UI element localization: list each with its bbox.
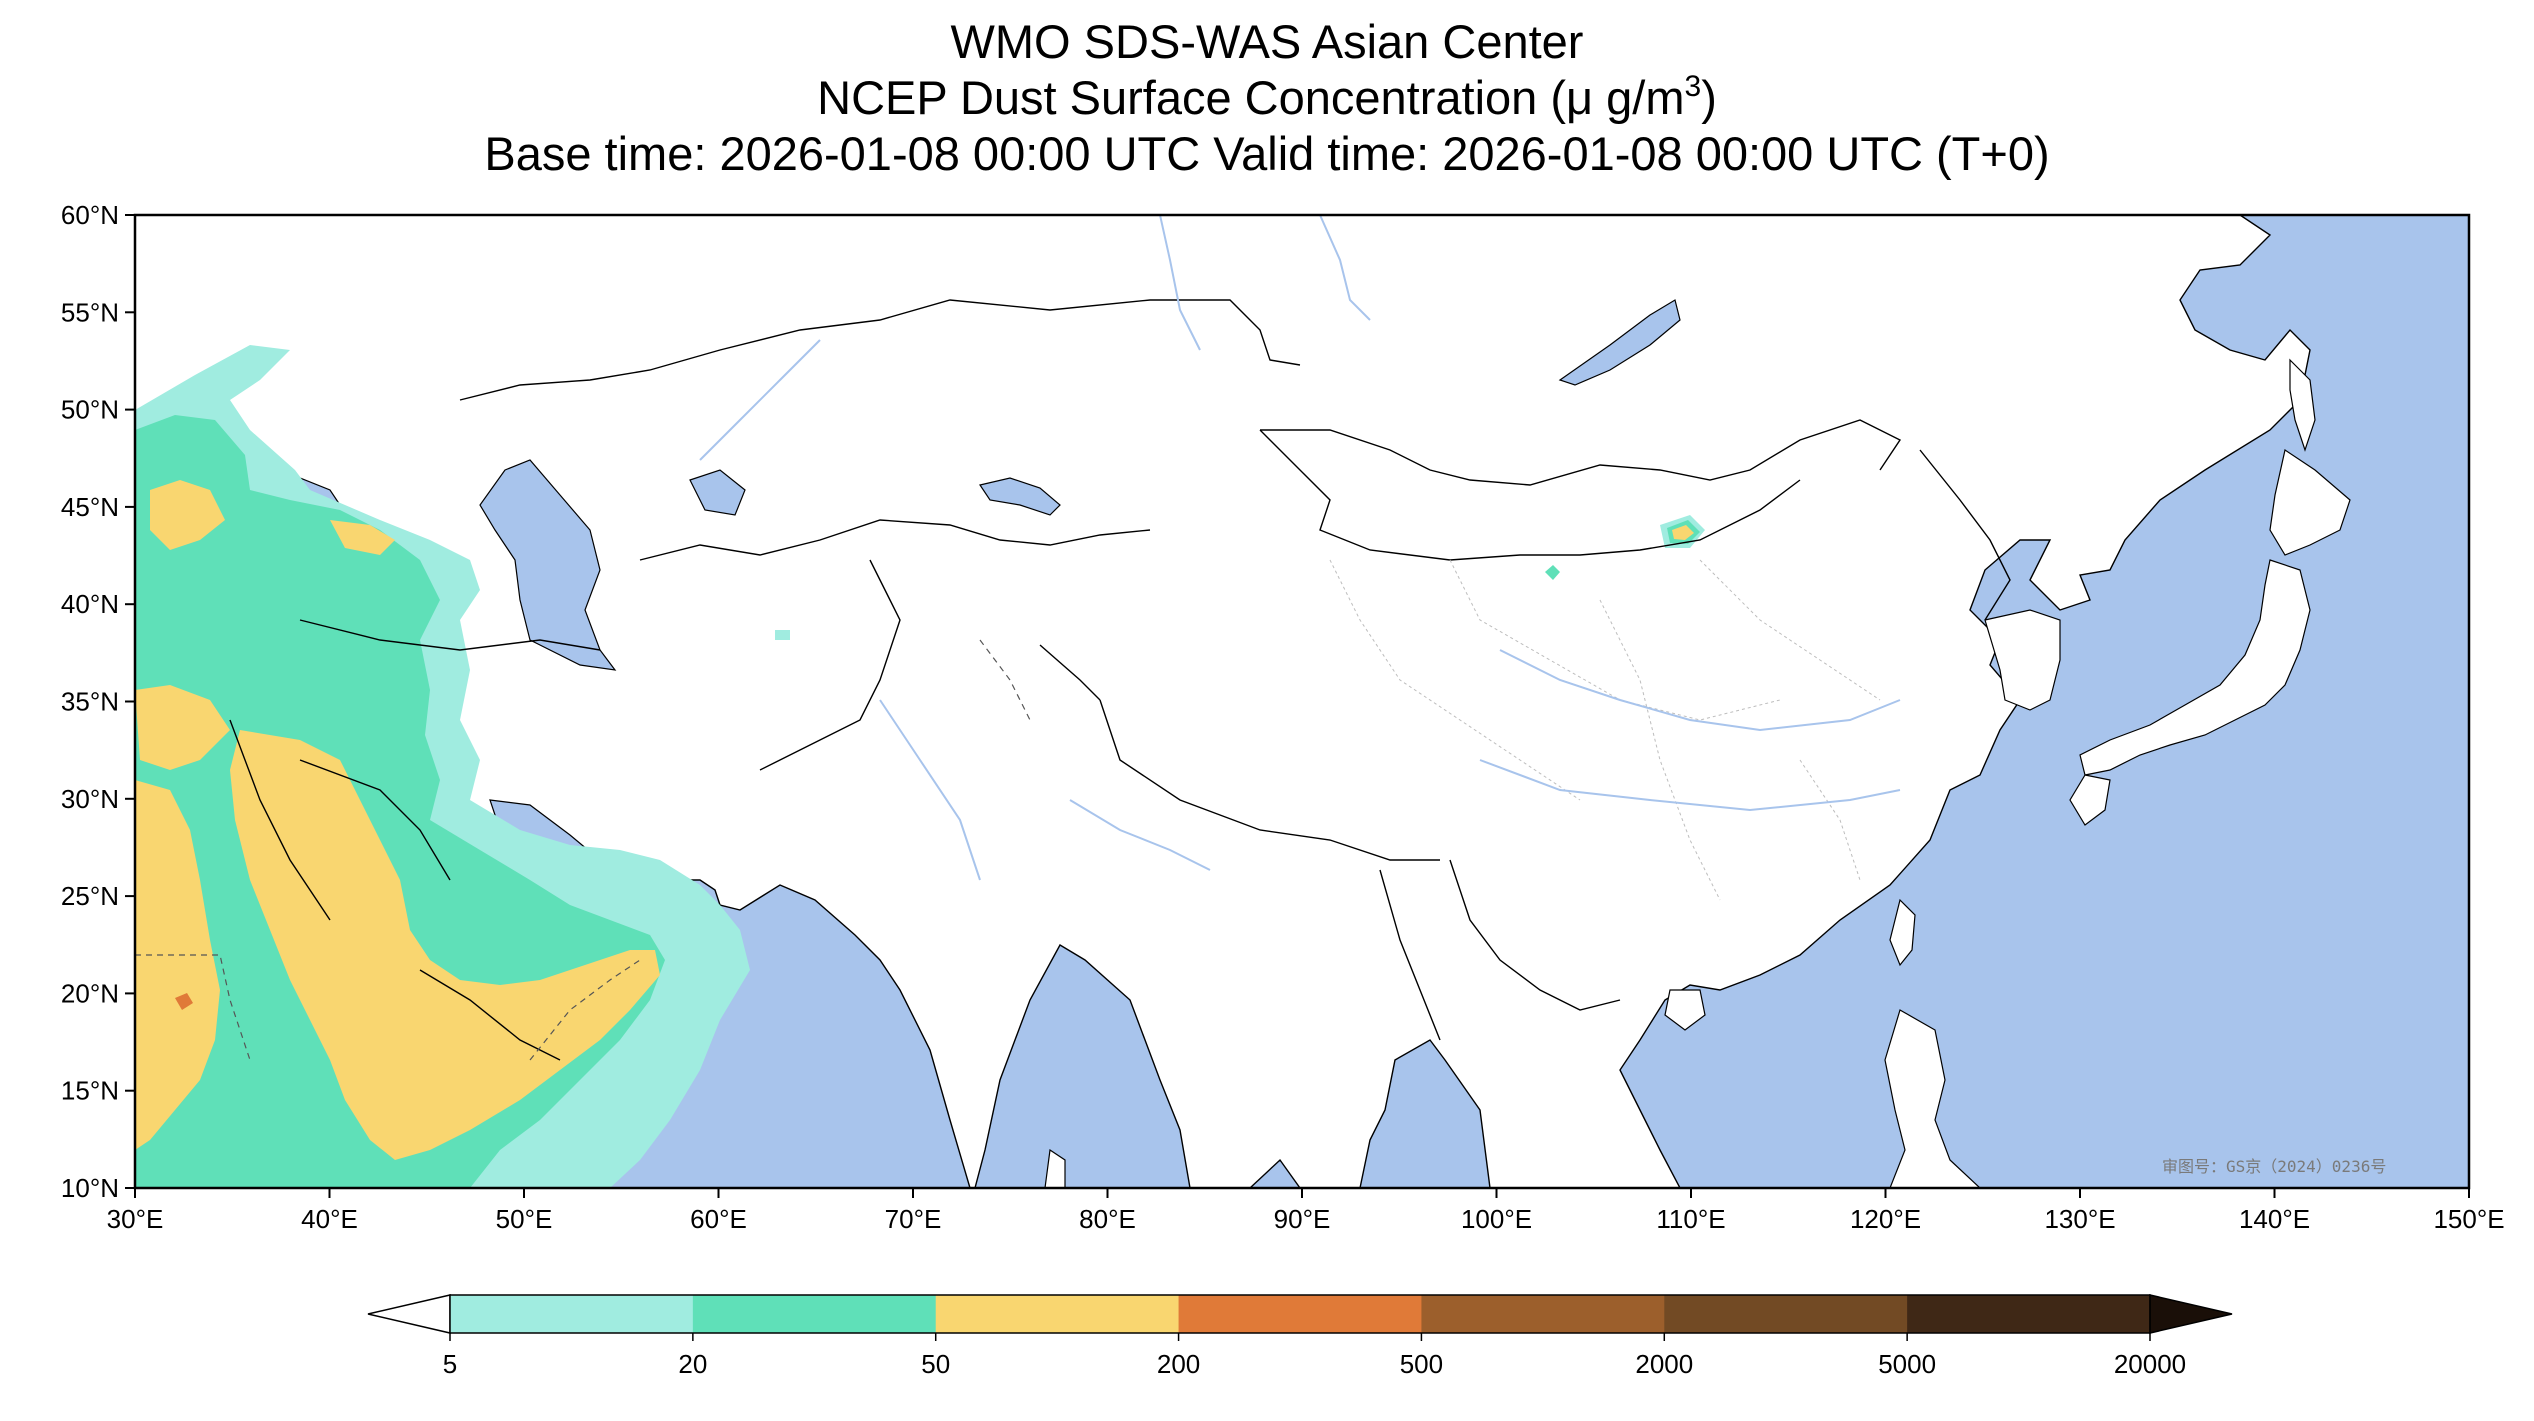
dust-level-50-arabia: [230, 730, 660, 1160]
sakhalin: [2289, 358, 2316, 452]
japan-hokkaido: [2269, 449, 2351, 556]
lake-baikal: [1558, 299, 1681, 386]
title-block: WMO SDS-WAS Asian Center NCEP Dust Surfa…: [0, 14, 2534, 182]
colorbar-segment: [692, 1295, 937, 1333]
rivers: [699, 215, 1901, 881]
dust-level-50-iraq: [135, 685, 230, 770]
lat-tick-label: 10°N: [61, 1173, 119, 1203]
hainan: [1664, 989, 1706, 1031]
colorbar-tick-label: 5000: [1878, 1349, 1936, 1379]
lat-tick-label: 50°N: [61, 395, 119, 425]
approval-stamp: 审图号：GS京（2024）0236号: [2162, 1157, 2387, 1176]
colorbar-segment: [1178, 1295, 1422, 1333]
aral-sea: [689, 469, 746, 516]
colorbar-tick-label: 5: [443, 1349, 457, 1379]
title-main: WMO SDS-WAS Asian Center: [950, 15, 1584, 68]
lon-tick-label: 60°E: [690, 1204, 747, 1234]
colorbar-tick-label: 2000: [1635, 1349, 1693, 1379]
colorbar-frame: [449, 1294, 2151, 1334]
colorbar-segment: [450, 1295, 694, 1333]
taiwan: [1889, 898, 1916, 967]
lon-tick-label: 80°E: [1079, 1204, 1136, 1234]
title-time: Base time: 2026-01-08 00:00 UTC Valid ti…: [484, 127, 2050, 180]
japan-kyushu: [2069, 774, 2111, 826]
lat-tick-label: 45°N: [61, 492, 119, 522]
title-variable: NCEP Dust Surface Concentration (μ g/m3): [0, 70, 2534, 126]
country-borders: [229, 299, 2011, 1061]
dust-level-50-turkey: [150, 480, 225, 550]
sri-lanka: [1044, 1148, 1066, 1188]
lat-tick-label: 25°N: [61, 881, 119, 911]
dust-level-50-caucasus: [330, 520, 395, 555]
lon-tick-label: 130°E: [2044, 1204, 2115, 1234]
lon-tick-label: 50°E: [496, 1204, 553, 1234]
colorbar-tick-label: 20000: [2114, 1349, 2186, 1379]
lon-tick-label: 40°E: [301, 1204, 358, 1234]
land-asia: [135, 215, 2311, 1188]
colorbar-tick-label: 200: [1157, 1349, 1200, 1379]
colorbar-segment: [935, 1295, 1180, 1333]
korea: [1984, 609, 2061, 711]
lat-tick-label: 30°N: [61, 784, 119, 814]
province-borders: [1329, 559, 1881, 901]
latitude-axis: 60°N 55°N 50°N 45°N 40°N 35°N 30°N 25°N 20°N 15°N…: [61, 200, 135, 1203]
lon-tick-label: 90°E: [1274, 1204, 1331, 1234]
lon-tick-label: 30°E: [107, 1204, 164, 1234]
colorbar-segment: [1421, 1295, 1665, 1333]
title-variable-close: ): [1701, 71, 1717, 124]
japan-honshu: [2079, 559, 2311, 776]
disputed-borders: [135, 639, 1031, 1061]
lat-tick-label: 20°N: [61, 978, 119, 1008]
colorbar: 5 20 50 200 500 2000 5000 20000: [367, 1294, 2233, 1379]
dust-level-20-spot-inner: [1545, 565, 1560, 580]
map-area: [135, 215, 2469, 1188]
colorbar-extend-min: [367, 1294, 451, 1334]
philippines: [1884, 1009, 1981, 1188]
dust-concentration-shading: [135, 345, 1705, 1188]
lon-tick-label: 70°E: [885, 1204, 942, 1234]
dust-level-50-gobi: [1672, 525, 1694, 540]
colorbar-tick-label: 500: [1400, 1349, 1443, 1379]
lon-tick-label: 100°E: [1461, 1204, 1532, 1234]
colorbar-extend-max: [2149, 1294, 2233, 1334]
colorbar-tick-label: 20: [678, 1349, 707, 1379]
lake-balkhash: [979, 477, 1061, 516]
lon-tick-label: 110°E: [1656, 1204, 1725, 1234]
lon-tick-label: 150°E: [2433, 1204, 2504, 1234]
colorbar-tick-label: 50: [921, 1349, 950, 1379]
dust-level-200-spot: [175, 993, 193, 1010]
colorbar-segment: [1907, 1295, 2151, 1333]
lon-tick-label: 140°E: [2239, 1204, 2310, 1234]
dust-level-50-africa: [135, 780, 220, 1150]
dust-level-5-spot-central: [775, 630, 790, 640]
title-unit-superscript: 3: [1684, 70, 1702, 103]
lat-tick-label: 55°N: [61, 297, 119, 327]
lat-tick-label: 35°N: [61, 687, 119, 717]
lat-tick-label: 40°N: [61, 589, 119, 619]
longitude-axis: 30°E 40°E 50°E 60°E 70°E 80°E 90°E 100°E 110°E 12…: [107, 1188, 2505, 1234]
title-variable-text: NCEP Dust Surface Concentration (μ g/m: [817, 71, 1685, 124]
caspian-sea: [479, 459, 617, 671]
lat-tick-label: 15°N: [61, 1076, 119, 1106]
colorbar-segment: [1664, 1295, 1908, 1333]
lon-tick-label: 120°E: [1850, 1204, 1921, 1234]
lat-tick-label: 60°N: [61, 200, 119, 230]
